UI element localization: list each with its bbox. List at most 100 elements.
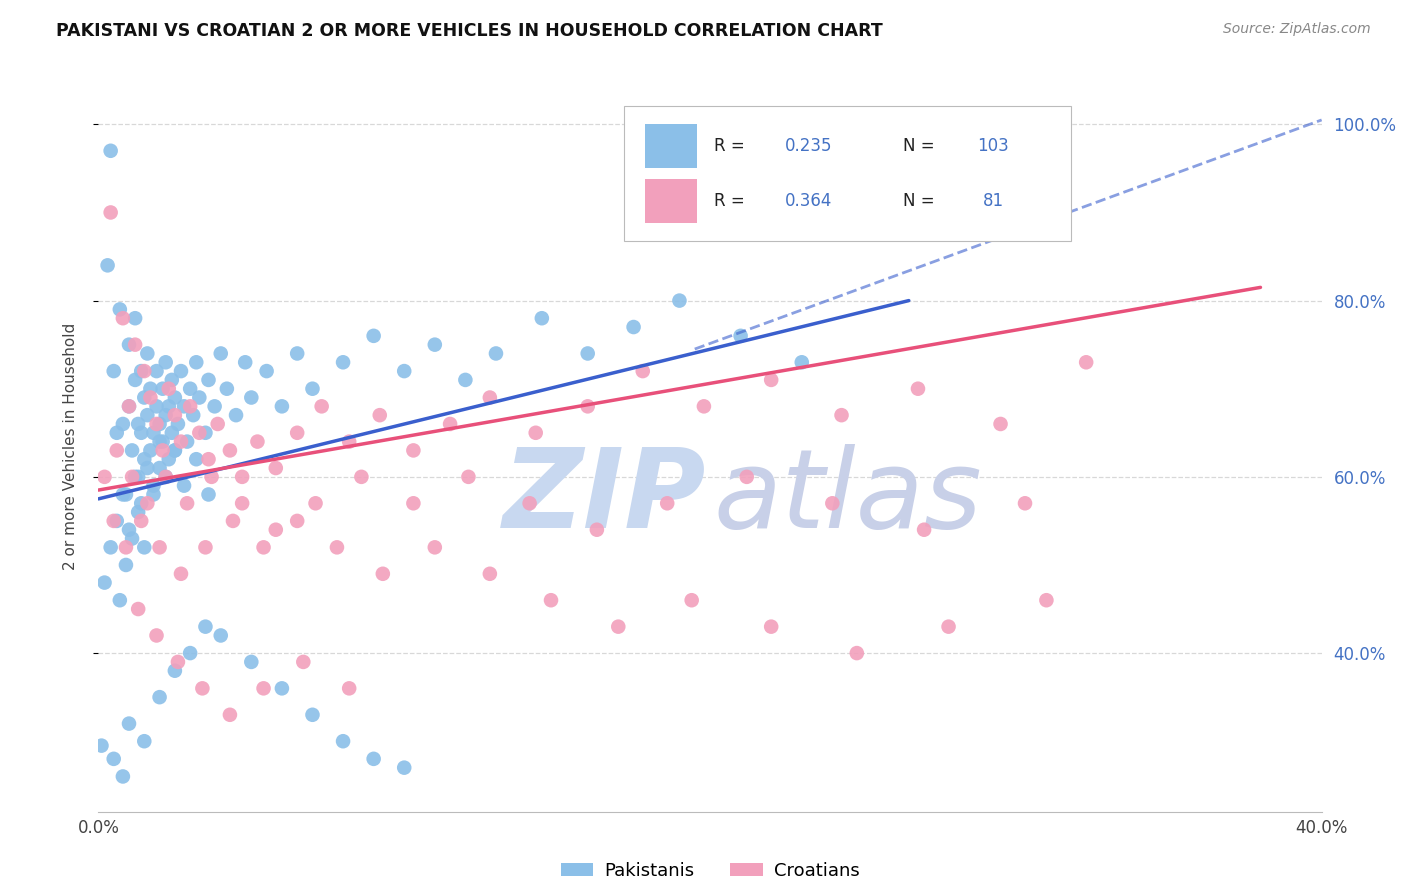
Point bbox=[207, 417, 229, 431]
Point bbox=[200, 470, 222, 484]
Point bbox=[1076, 355, 1098, 369]
Point bbox=[176, 496, 198, 510]
Point bbox=[907, 382, 929, 396]
Point bbox=[264, 461, 287, 475]
Point bbox=[1014, 496, 1036, 510]
Point bbox=[607, 620, 630, 634]
Y-axis label: 2 or more Vehicles in Household: 2 or more Vehicles in Household bbox=[63, 322, 77, 570]
Point bbox=[108, 593, 131, 607]
Point bbox=[576, 400, 599, 414]
Text: N =: N = bbox=[903, 192, 941, 210]
Point bbox=[194, 620, 217, 634]
Point bbox=[139, 382, 162, 396]
Point bbox=[371, 566, 394, 581]
Point bbox=[93, 575, 115, 590]
Point bbox=[176, 434, 198, 449]
Point bbox=[233, 355, 256, 369]
Point bbox=[285, 514, 308, 528]
Point bbox=[231, 470, 253, 484]
Point bbox=[285, 346, 308, 360]
Point bbox=[149, 541, 172, 555]
Point bbox=[231, 496, 253, 510]
Point bbox=[519, 496, 541, 510]
Point bbox=[485, 346, 508, 360]
Point bbox=[285, 425, 308, 440]
Point bbox=[134, 391, 156, 405]
Point bbox=[363, 752, 385, 766]
Point bbox=[759, 373, 782, 387]
Point bbox=[167, 417, 190, 431]
Point bbox=[337, 681, 360, 696]
Point bbox=[332, 355, 354, 369]
Point bbox=[105, 514, 128, 528]
Point bbox=[118, 523, 141, 537]
Point bbox=[681, 593, 703, 607]
Point bbox=[540, 593, 562, 607]
Point bbox=[222, 514, 245, 528]
Point bbox=[157, 382, 180, 396]
Point bbox=[623, 320, 645, 334]
Point bbox=[121, 443, 143, 458]
Point bbox=[149, 434, 172, 449]
Point bbox=[831, 408, 853, 422]
Point bbox=[115, 487, 138, 501]
Point bbox=[530, 311, 553, 326]
Point bbox=[134, 452, 156, 467]
Point bbox=[103, 752, 125, 766]
Point bbox=[105, 443, 128, 458]
Text: 0.235: 0.235 bbox=[785, 137, 832, 155]
Point bbox=[326, 541, 349, 555]
Point bbox=[115, 541, 138, 555]
Point bbox=[657, 496, 679, 510]
Point bbox=[304, 496, 326, 510]
Point bbox=[100, 144, 122, 158]
Point bbox=[124, 373, 146, 387]
Point bbox=[246, 434, 269, 449]
Text: atlas: atlas bbox=[714, 443, 983, 550]
Point bbox=[301, 382, 323, 396]
Point bbox=[350, 470, 373, 484]
Point bbox=[170, 566, 193, 581]
Point bbox=[121, 532, 143, 546]
Point bbox=[145, 417, 167, 431]
Point bbox=[127, 417, 149, 431]
Point bbox=[219, 707, 242, 722]
Point bbox=[1035, 593, 1057, 607]
Point bbox=[204, 400, 226, 414]
Point bbox=[693, 400, 716, 414]
Point bbox=[160, 373, 183, 387]
Point bbox=[402, 443, 425, 458]
Text: 103: 103 bbox=[977, 137, 1008, 155]
Point bbox=[163, 443, 186, 458]
Point bbox=[270, 681, 292, 696]
Point bbox=[186, 452, 208, 467]
Text: R =: R = bbox=[714, 137, 749, 155]
Point bbox=[124, 337, 146, 351]
Point bbox=[134, 364, 156, 378]
Point bbox=[97, 258, 120, 272]
Point bbox=[118, 400, 141, 414]
Point bbox=[124, 311, 146, 326]
Point bbox=[139, 443, 162, 458]
Point bbox=[134, 541, 156, 555]
Point bbox=[136, 461, 159, 475]
Point bbox=[155, 470, 177, 484]
Point bbox=[90, 739, 112, 753]
Point bbox=[292, 655, 315, 669]
Point bbox=[439, 417, 461, 431]
Point bbox=[136, 408, 159, 422]
Point bbox=[912, 523, 935, 537]
Point bbox=[170, 434, 193, 449]
Text: ZIP: ZIP bbox=[503, 443, 706, 550]
Point bbox=[121, 470, 143, 484]
Point bbox=[790, 355, 813, 369]
FancyBboxPatch shape bbox=[624, 106, 1071, 241]
Point bbox=[402, 496, 425, 510]
Point bbox=[152, 382, 174, 396]
Point bbox=[142, 425, 165, 440]
Point bbox=[100, 541, 122, 555]
Point bbox=[163, 664, 186, 678]
Text: 81: 81 bbox=[983, 192, 1004, 210]
Point bbox=[118, 400, 141, 414]
Point bbox=[368, 408, 391, 422]
